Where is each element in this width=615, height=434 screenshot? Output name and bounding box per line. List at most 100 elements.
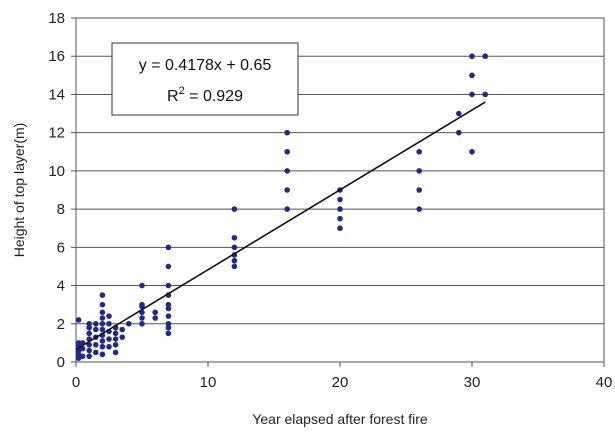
y-tick-label: 16 [48, 48, 65, 65]
data-point-69 [284, 187, 291, 193]
data-point-29 [99, 301, 106, 308]
data-point-39 [112, 330, 119, 337]
x-tick-label: 30 [464, 374, 481, 391]
x-tick-label: 20 [332, 374, 349, 391]
data-point-78 [416, 206, 423, 212]
data-point-86 [469, 72, 475, 79]
data-point-50 [152, 315, 158, 321]
equation-box: y = 0.4178x + 0.65 R2 = 0.929 [111, 42, 299, 116]
data-point-36 [112, 349, 119, 356]
data-point-15 [86, 320, 92, 327]
data-point-23 [99, 338, 106, 344]
data-point-38 [112, 336, 119, 342]
data-point-5 [75, 317, 82, 323]
data-point-13 [86, 330, 92, 337]
data-point-79 [416, 187, 423, 193]
y-tick-label: 0 [57, 354, 65, 371]
data-point-62 [231, 263, 238, 270]
data-point-60 [165, 263, 172, 270]
data-point-70 [284, 168, 291, 174]
data-point-25 [99, 326, 106, 333]
data-point-4 [75, 340, 82, 346]
y-tick-label: 10 [48, 163, 65, 180]
r-squared-text: R2 = 0.929 [167, 85, 243, 105]
data-point-17 [93, 342, 99, 348]
data-point-57 [165, 301, 172, 308]
x-tick-label: 40 [596, 374, 613, 391]
equation-box-frame [111, 42, 299, 116]
data-point-85 [469, 91, 475, 98]
data-point-55 [165, 313, 172, 319]
y-tick-label: 12 [48, 125, 65, 142]
y-tick-label: 18 [48, 10, 65, 27]
x-tick-label: 10 [200, 374, 217, 391]
data-point-52 [165, 330, 172, 337]
data-point-54 [165, 320, 172, 327]
data-point-10 [86, 347, 92, 354]
data-point-59 [165, 282, 172, 289]
data-point-83 [456, 110, 462, 117]
data-point-43 [126, 320, 132, 327]
data-point-74 [337, 215, 343, 222]
r-squared-value: = 0.929 [185, 88, 243, 105]
data-point-11 [86, 342, 92, 348]
data-point-84 [469, 148, 475, 155]
data-point-81 [416, 148, 423, 155]
data-point-49 [139, 282, 145, 289]
data-point-87 [469, 53, 475, 60]
data-point-63 [231, 257, 238, 264]
r-squared-symbol: R [167, 88, 179, 105]
data-point-30 [99, 292, 106, 298]
r-squared-superscript: 2 [179, 85, 185, 97]
y-tick-label: 8 [57, 201, 65, 218]
data-point-76 [337, 196, 343, 203]
y-tick-label: 4 [57, 278, 65, 295]
data-point-19 [93, 326, 99, 333]
data-point-26 [99, 320, 106, 327]
y-axis-title: Height of top layer(m) [11, 123, 27, 258]
data-point-89 [482, 53, 489, 60]
equation-text: y = 0.4178x + 0.65 [139, 57, 272, 74]
data-point-51 [152, 309, 158, 316]
data-point-27 [99, 315, 106, 321]
data-point-16 [93, 349, 99, 356]
data-point-32 [106, 336, 112, 342]
data-point-34 [106, 320, 112, 327]
data-points [75, 53, 489, 361]
data-point-9 [86, 353, 92, 360]
y-tick-label: 2 [57, 316, 65, 333]
data-point-88 [482, 91, 489, 98]
data-point-22 [99, 343, 106, 350]
data-point-80 [416, 168, 423, 174]
data-point-65 [231, 244, 238, 251]
data-point-66 [231, 234, 238, 241]
y-axis-ticks: 0 2 4 6 8 10 12 14 16 18 [48, 10, 76, 371]
data-point-41 [119, 334, 125, 340]
data-point-67 [231, 206, 238, 212]
data-point-37 [112, 342, 119, 348]
data-point-31 [106, 343, 112, 350]
x-axis-title: Year elapsed after forest fire [252, 411, 428, 427]
data-point-42 [119, 326, 125, 333]
data-point-20 [93, 320, 99, 327]
data-point-28 [99, 309, 106, 316]
x-axis-ticks: 0 10 20 30 40 [72, 362, 613, 391]
y-tick-label: 14 [48, 86, 65, 103]
data-point-48 [139, 301, 145, 308]
trendline [75, 101, 486, 351]
x-tick-label: 0 [72, 374, 80, 391]
data-point-75 [337, 206, 343, 212]
data-point-21 [99, 351, 106, 358]
data-point-35 [106, 313, 112, 319]
data-point-44 [139, 320, 145, 327]
data-point-61 [165, 244, 172, 251]
data-point-73 [337, 225, 343, 232]
data-point-68 [284, 206, 291, 212]
data-point-6 [79, 353, 86, 360]
y-tick-label: 6 [57, 239, 65, 256]
data-point-82 [456, 129, 462, 136]
data-point-71 [284, 148, 291, 155]
data-point-72 [284, 129, 291, 136]
